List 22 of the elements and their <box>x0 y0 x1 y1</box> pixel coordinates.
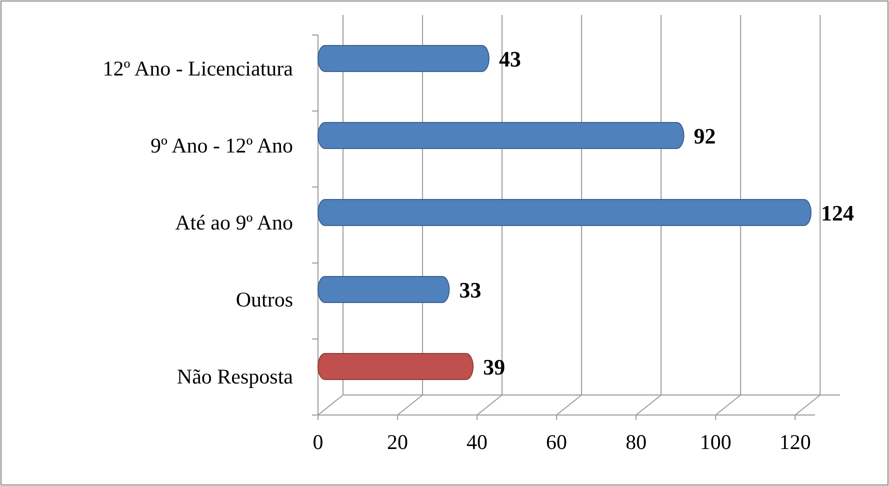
x-tick-label: 0 <box>312 430 324 454</box>
y-tick-label: Não Resposta <box>176 364 294 388</box>
data-label: 39 <box>483 354 506 380</box>
y-tick-label: 12º Ano - Licenciatura <box>102 56 294 80</box>
x-tick-label: 40 <box>466 430 488 454</box>
x-tick-label: 20 <box>387 430 408 454</box>
data-label: 124 <box>821 200 854 226</box>
bar <box>318 353 474 380</box>
bar <box>318 122 684 149</box>
x-tick-label: 60 <box>546 430 568 454</box>
y-tick-label: Outros <box>236 288 293 312</box>
bar <box>318 199 812 226</box>
y-tick-label: Até ao 9º Ano <box>175 210 293 234</box>
bar <box>318 276 450 303</box>
y-tick-label: 9º Ano - 12º Ano <box>150 134 293 158</box>
data-label: 43 <box>498 46 521 72</box>
data-label: 33 <box>459 278 482 302</box>
x-tick-label: 80 <box>626 430 647 454</box>
x-tick-label: 100 <box>700 430 732 454</box>
bar <box>318 45 490 72</box>
data-label: 92 <box>694 124 716 148</box>
x-tick-label: 120 <box>779 430 811 454</box>
